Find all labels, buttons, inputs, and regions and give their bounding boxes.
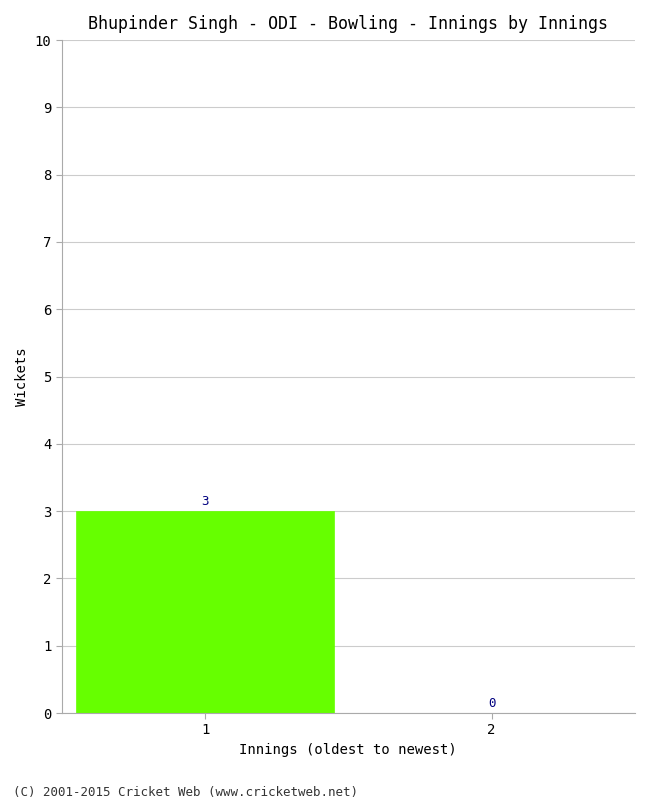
Y-axis label: Wickets: Wickets bbox=[15, 347, 29, 406]
Text: 3: 3 bbox=[202, 494, 209, 508]
Bar bbox=[76, 511, 334, 713]
Text: (C) 2001-2015 Cricket Web (www.cricketweb.net): (C) 2001-2015 Cricket Web (www.cricketwe… bbox=[13, 786, 358, 799]
Title: Bhupinder Singh - ODI - Bowling - Innings by Innings: Bhupinder Singh - ODI - Bowling - Inning… bbox=[88, 15, 608, 33]
Text: 0: 0 bbox=[488, 697, 495, 710]
X-axis label: Innings (oldest to newest): Innings (oldest to newest) bbox=[239, 743, 457, 757]
